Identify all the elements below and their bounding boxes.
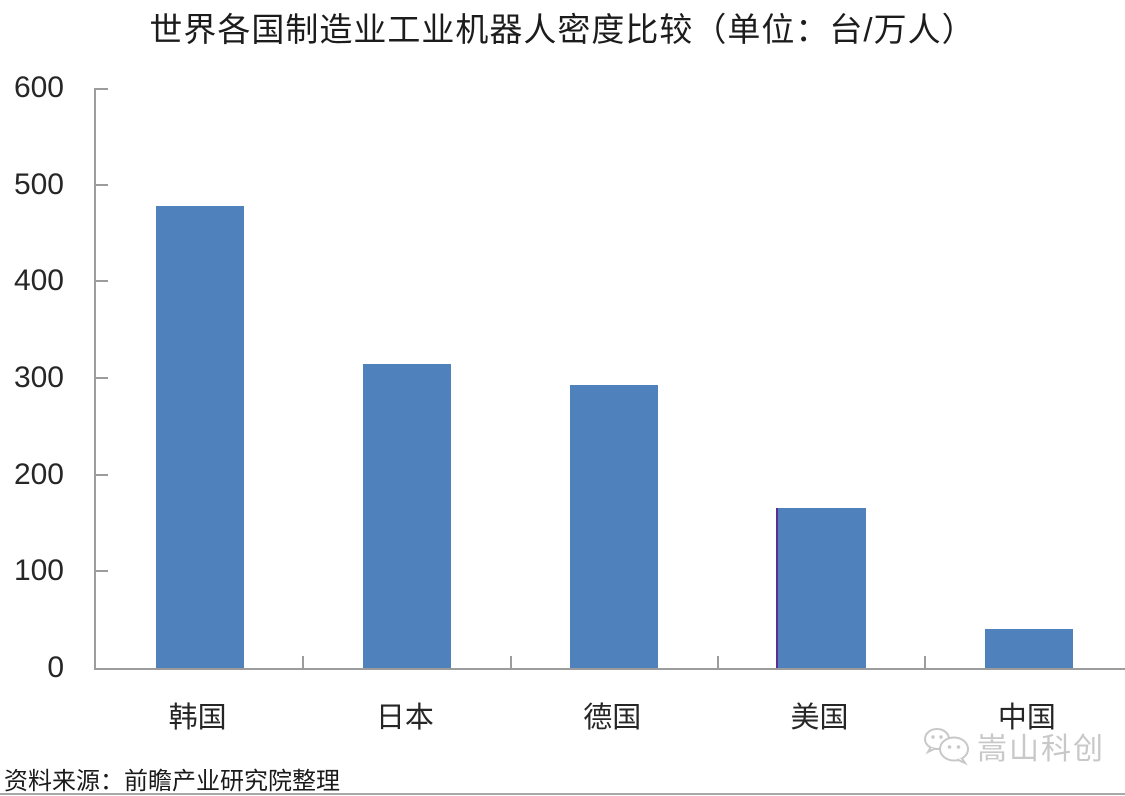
y-axis-label: 600 [13, 71, 64, 104]
watermark-label: 嵩山科创 [977, 733, 1105, 766]
y-tick [96, 570, 108, 573]
x-tick [716, 656, 719, 668]
x-axis-label: 美国 [790, 702, 849, 734]
bottom-divider [0, 793, 1125, 795]
wechat-icon [923, 726, 971, 766]
chart-title: 世界各国制造业工业机器人密度比较（单位：台/万人） [149, 11, 976, 48]
source-note: 资料来源：前瞻产业研究院整理 [4, 768, 340, 795]
y-tick [96, 88, 108, 90]
x-axis-label: 中国 [997, 702, 1056, 734]
y-axis-label: 400 [13, 264, 64, 298]
bar [570, 384, 659, 668]
y-axis-label: 300 [13, 361, 64, 394]
bar [984, 629, 1073, 668]
y-tick [96, 473, 108, 476]
bar [155, 205, 244, 668]
x-axis-label: 德国 [583, 702, 642, 734]
watermark: 嵩山科创 [923, 724, 1105, 768]
y-axis-label: 0 [47, 651, 64, 684]
y-tick [96, 377, 108, 379]
bar [775, 507, 866, 668]
y-tick [96, 280, 108, 283]
x-axis-label: 日本 [375, 702, 434, 734]
bar [362, 364, 451, 668]
y-axis-label: 500 [13, 167, 64, 201]
x-axis-label: 韩国 [168, 702, 227, 734]
y-axis-label: 100 [13, 554, 64, 588]
x-tick [924, 656, 927, 668]
plot-area [94, 88, 1125, 670]
x-tick [302, 656, 305, 668]
x-tick [509, 656, 512, 668]
y-axis-label: 200 [13, 457, 64, 491]
y-tick [96, 183, 108, 186]
